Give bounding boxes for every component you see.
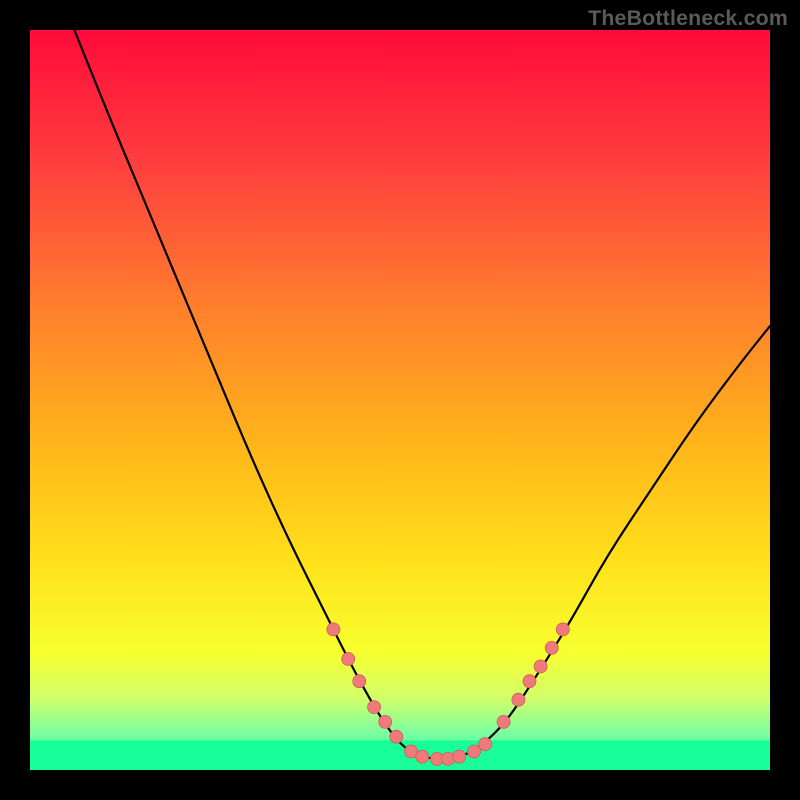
watermark-text: TheBottleneck.com bbox=[588, 6, 788, 31]
marker-dot bbox=[453, 750, 466, 763]
marker-dot bbox=[342, 653, 355, 666]
plot-area bbox=[30, 30, 770, 770]
marker-dot bbox=[479, 738, 492, 751]
marker-dot bbox=[416, 750, 429, 763]
gradient-background bbox=[30, 30, 770, 770]
marker-dot bbox=[353, 675, 366, 688]
marker-dot bbox=[368, 701, 381, 714]
bottleneck-curve-chart bbox=[30, 30, 770, 770]
bottom-green-band bbox=[30, 740, 770, 770]
marker-dot bbox=[327, 623, 340, 636]
marker-dot bbox=[523, 675, 536, 688]
marker-dot bbox=[534, 660, 547, 673]
marker-dot bbox=[442, 752, 455, 765]
chart-frame: TheBottleneck.com bbox=[0, 0, 800, 800]
marker-dot bbox=[468, 745, 481, 758]
marker-dot bbox=[497, 715, 510, 728]
marker-dot bbox=[390, 730, 403, 743]
marker-dot bbox=[379, 715, 392, 728]
marker-dot bbox=[545, 641, 558, 654]
marker-dot bbox=[556, 623, 569, 636]
marker-dot bbox=[512, 693, 525, 706]
